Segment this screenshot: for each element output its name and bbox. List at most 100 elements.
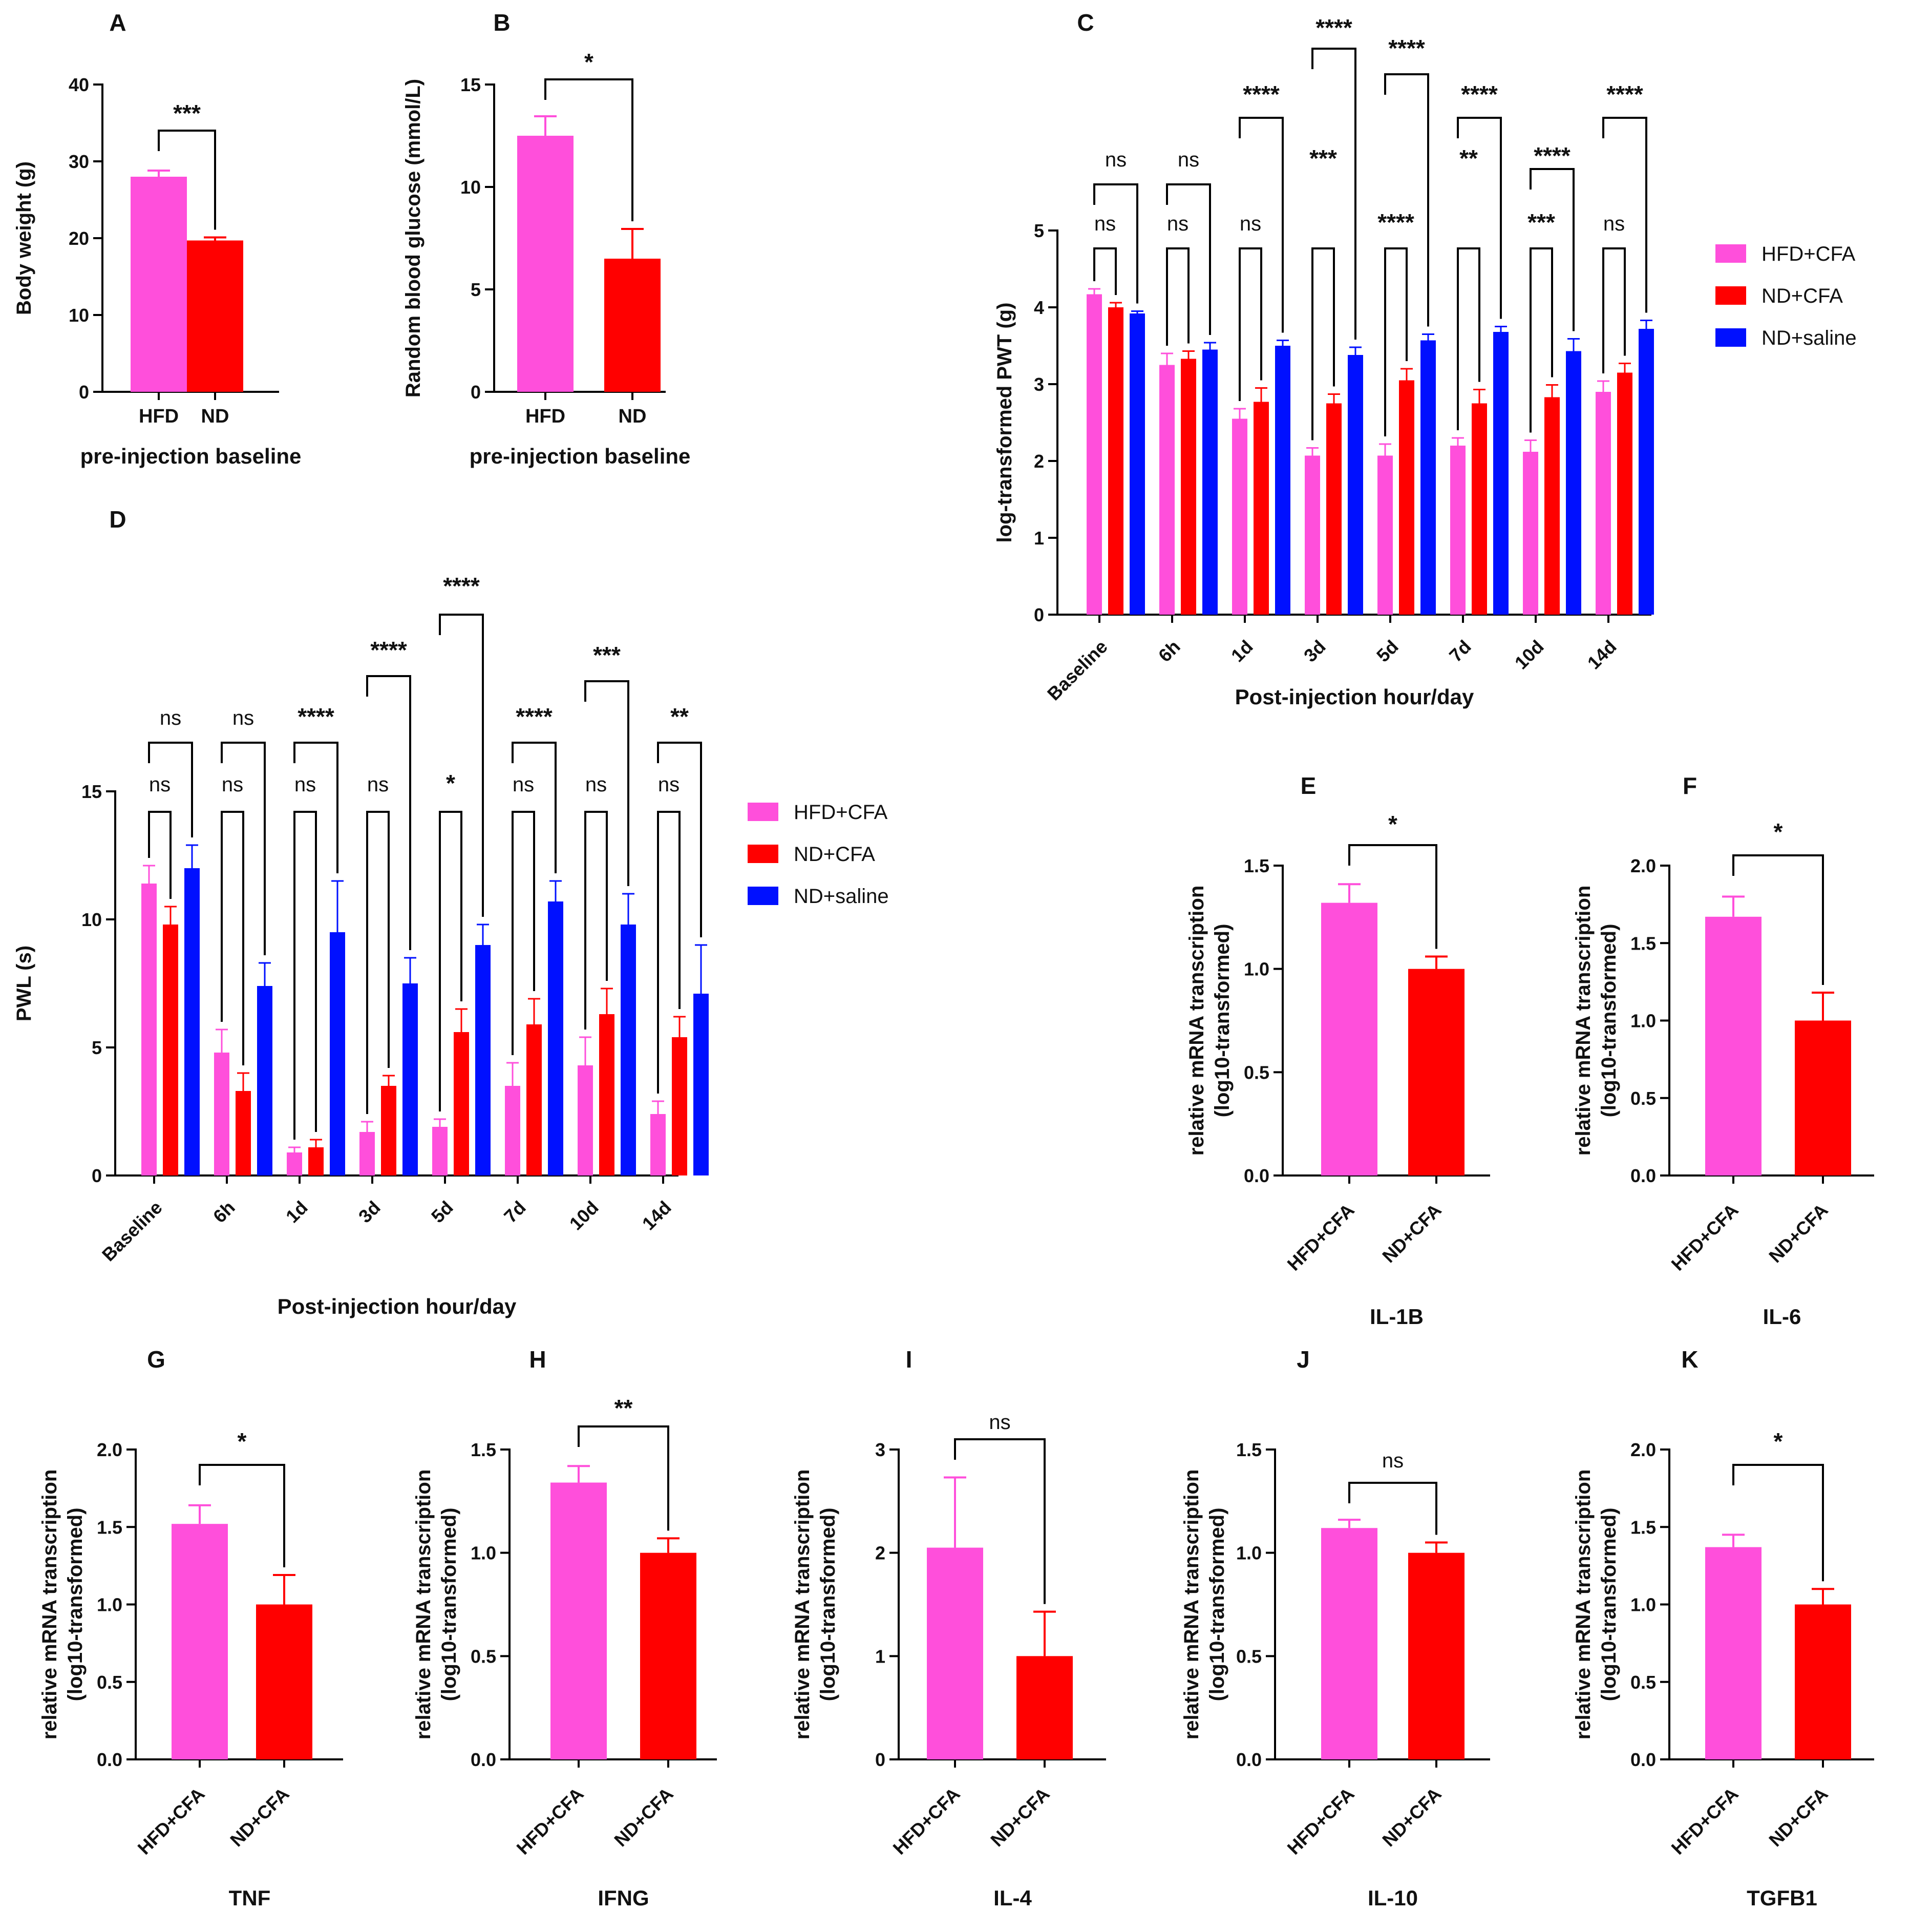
sig-bracket-lower (1384, 247, 1408, 436)
y-tick-label: 1.0 (1244, 959, 1269, 980)
y-tick-label: 2 (1034, 451, 1044, 472)
bar (604, 259, 661, 392)
sig-label-lower: * (446, 770, 455, 796)
sig-label: ns (1382, 1450, 1404, 1472)
x-axis-title: IL-10 (1368, 1886, 1418, 1910)
bar (927, 1547, 983, 1759)
sig-label: * (1774, 818, 1783, 845)
panel-letter: B (493, 9, 510, 36)
sig-bracket-lower (584, 811, 608, 1030)
y-axis-title-sub: (log10-transformed) (1598, 1508, 1620, 1702)
bar-ND+CFA (1326, 403, 1342, 615)
x-tick-label: ND+CFA (226, 1783, 293, 1851)
sig-bracket (1732, 854, 1824, 985)
y-tick-label: 1.5 (1244, 855, 1269, 876)
sig-label-upper: **** (1461, 81, 1498, 108)
sig-bracket-upper (439, 614, 484, 917)
sig-bracket-upper (221, 742, 266, 955)
y-axis-title-sub: (log10-transformed) (1211, 924, 1234, 1118)
legend-label: ND+saline (794, 885, 889, 908)
bar-ND+saline (402, 983, 418, 1175)
sig-label: ** (614, 1395, 633, 1421)
bar (1016, 1656, 1073, 1759)
bar-ND+CFA (236, 1091, 251, 1175)
panel-J: J 0.0 0.5 1.0 1.5 HFD+CFA ND+CFA ns relative mRN… (1180, 1346, 1490, 1910)
x-tick-label: 5d (427, 1197, 457, 1227)
bar-ND+saline (1420, 340, 1436, 615)
y-axis-title-sub: (log10-transformed) (64, 1508, 87, 1702)
sig-bracket-lower (1311, 247, 1335, 440)
y-tick-label: 1.0 (1236, 1543, 1262, 1564)
bar (550, 1482, 607, 1759)
bar (131, 177, 187, 392)
bar-ND+CFA (1108, 307, 1123, 615)
sig-label-lower: ns (1240, 213, 1261, 235)
y-axis-title: PWL (s) (13, 946, 35, 1021)
sig-bracket (578, 1425, 669, 1531)
x-tick-label: 3d (1300, 636, 1330, 666)
y-tick-label: 0.0 (1236, 1749, 1262, 1770)
bar-ND+saline (1202, 349, 1218, 615)
y-tick-label: 5 (92, 1037, 102, 1058)
sig-label-lower: *** (1309, 145, 1337, 172)
x-tick-label: ND+CFA (1378, 1200, 1446, 1267)
bar-HFD+CFA (1305, 455, 1320, 615)
bar-HFD+CFA (650, 1114, 666, 1175)
y-tick-label: 20 (69, 228, 89, 249)
y-axis-title: relative mRNA transcription (1180, 1469, 1203, 1740)
x-tick-label: ND+CFA (1765, 1200, 1832, 1267)
bar-HFD+CFA (1377, 455, 1393, 615)
bar-ND+CFA (1472, 403, 1487, 615)
bar-ND+CFA (454, 1032, 469, 1175)
sig-label-upper: ns (160, 707, 181, 729)
sig-label-lower: ns (367, 773, 389, 796)
y-axis-title: Random blood glucose (mmol/L) (402, 79, 425, 397)
bar-HFD+CFA (1596, 392, 1611, 615)
sig-label-upper: ** (670, 703, 689, 730)
legend: HFD+CFA ND+CFA ND+saline (748, 801, 889, 908)
x-tick-label: HFD+CFA (889, 1783, 964, 1859)
panel-G: G 0.0 0.5 1.0 1.5 2.0 HFD+CFA ND+CFA * relative m… (38, 1346, 343, 1910)
bar-ND+CFA (1617, 372, 1632, 615)
sig-bracket-upper (293, 742, 338, 873)
bar-ND+saline (184, 868, 200, 1175)
panel-letter: K (1681, 1346, 1698, 1373)
y-tick-label: 1 (1034, 528, 1044, 549)
bar-HFD+CFA (1232, 418, 1247, 615)
y-tick-label: 0.5 (1244, 1062, 1269, 1083)
bar-HFD+CFA (287, 1152, 302, 1175)
y-tick-label: 0.5 (1236, 1646, 1262, 1667)
panel-H: H 0.0 0.5 1.0 1.5 HFD+CFA ND+CFA ** relative mRN… (412, 1346, 717, 1910)
bar-ND+CFA (599, 1014, 614, 1175)
legend-swatch (1715, 328, 1746, 347)
bar-ND+CFA (381, 1086, 396, 1175)
bar-HFD+CFA (505, 1086, 520, 1175)
x-axis-title: Post-injection hour/day (278, 1294, 517, 1318)
y-tick-label: 1.5 (1630, 933, 1656, 954)
y-tick-label: 0.5 (471, 1646, 496, 1667)
sig-bracket-lower (1166, 247, 1190, 346)
panel-letter: H (529, 1346, 546, 1373)
x-tick-label: HFD+CFA (1283, 1200, 1359, 1275)
sig-bracket (199, 1464, 285, 1568)
x-tick-label: ND (201, 406, 229, 427)
bar-HFD+CFA (578, 1065, 593, 1175)
panel-C: C012345Baselinensns6hnsns1dns****3d*****… (993, 9, 1857, 709)
sig-bracket-lower (657, 811, 681, 1094)
x-tick-label: HFD (525, 406, 565, 427)
bar-ND+CFA (1254, 402, 1269, 615)
x-axis-title: Post-injection hour/day (1235, 685, 1474, 709)
sig-bracket-lower (1457, 247, 1480, 430)
panel-B: B 0 5 10 15 HFD ND * Random blood glucose (mmol/… (402, 9, 690, 468)
x-axis-title: TGFB1 (1747, 1886, 1817, 1910)
sig-label: * (1774, 1428, 1783, 1455)
sig-bracket-lower (221, 811, 244, 1065)
sig-bracket-lower (293, 811, 317, 1140)
y-tick-label: 0 (79, 382, 89, 403)
y-tick-label: 0 (875, 1749, 885, 1770)
legend: HFD+CFA ND+CFA ND+saline (1715, 243, 1857, 349)
bar-ND+CFA (1181, 359, 1196, 615)
y-axis-title: relative mRNA transcription (1185, 886, 1208, 1156)
x-tick-label: HFD+CFA (134, 1783, 209, 1859)
x-tick-label: ND+CFA (1765, 1783, 1832, 1851)
